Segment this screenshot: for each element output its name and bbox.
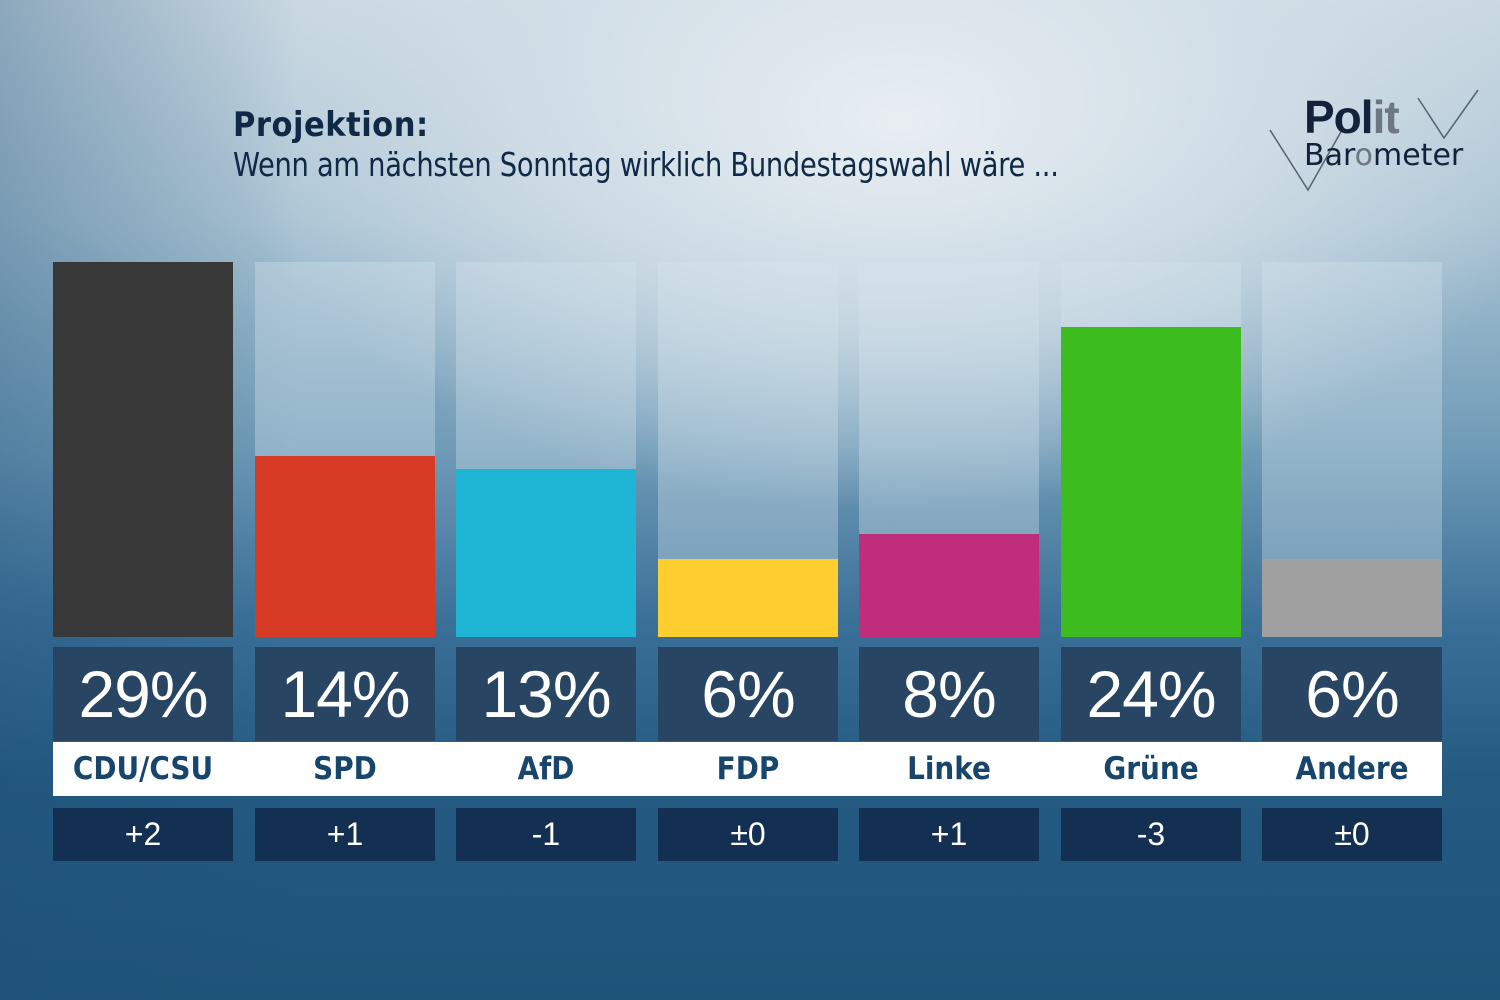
party-label-strip — [53, 742, 1442, 796]
change-label-grüne: -3 — [1061, 808, 1241, 861]
category-label-andere: Andere — [1295, 751, 1409, 787]
logo-barometer: Barometer — [1304, 138, 1464, 173]
chart-subtitle: Wenn am nächsten Sonntag wirklich Bundes… — [233, 145, 1059, 184]
change-label-linke: +1 — [859, 808, 1039, 861]
value-label-cdu-csu: 29% — [53, 647, 233, 741]
category-label-spd: SPD — [313, 751, 377, 787]
bar-spd — [255, 455, 435, 637]
change-label-andere: ±0 — [1262, 808, 1442, 861]
category-label-cdu-csu: CDU/CSU — [72, 751, 214, 787]
category-label-afd: AfD — [517, 751, 575, 787]
bar-andere — [1262, 559, 1442, 637]
politbarometer-logo: Polit Barometer — [1268, 88, 1483, 198]
bar-afd — [456, 468, 636, 637]
value-label-afd: 13% — [456, 647, 636, 741]
change-label-afd: -1 — [456, 808, 636, 861]
change-label-cdu-csu: +2 — [53, 808, 233, 861]
category-label-grüne: Grüne — [1103, 751, 1199, 787]
header: Projektion: Wenn am nächsten Sonntag wir… — [233, 105, 1130, 185]
bar-linke — [859, 533, 1039, 637]
bar-fdp — [658, 559, 838, 637]
change-label-spd: +1 — [255, 808, 435, 861]
value-label-andere: 6% — [1262, 647, 1442, 741]
value-label-linke: 8% — [859, 647, 1039, 741]
value-label-grüne: 24% — [1061, 647, 1241, 741]
chart-title: Projektion: — [233, 105, 429, 145]
bar-cdu-csu — [53, 262, 233, 637]
logo-polit: Polit — [1304, 91, 1400, 143]
value-label-fdp: 6% — [658, 647, 838, 741]
category-label-linke: Linke — [907, 751, 991, 787]
bar-grüne — [1061, 326, 1241, 637]
category-label-fdp: FDP — [716, 751, 780, 787]
change-label-fdp: ±0 — [658, 808, 838, 861]
value-label-spd: 14% — [255, 647, 435, 741]
checkmark-icon — [1269, 89, 1479, 192]
